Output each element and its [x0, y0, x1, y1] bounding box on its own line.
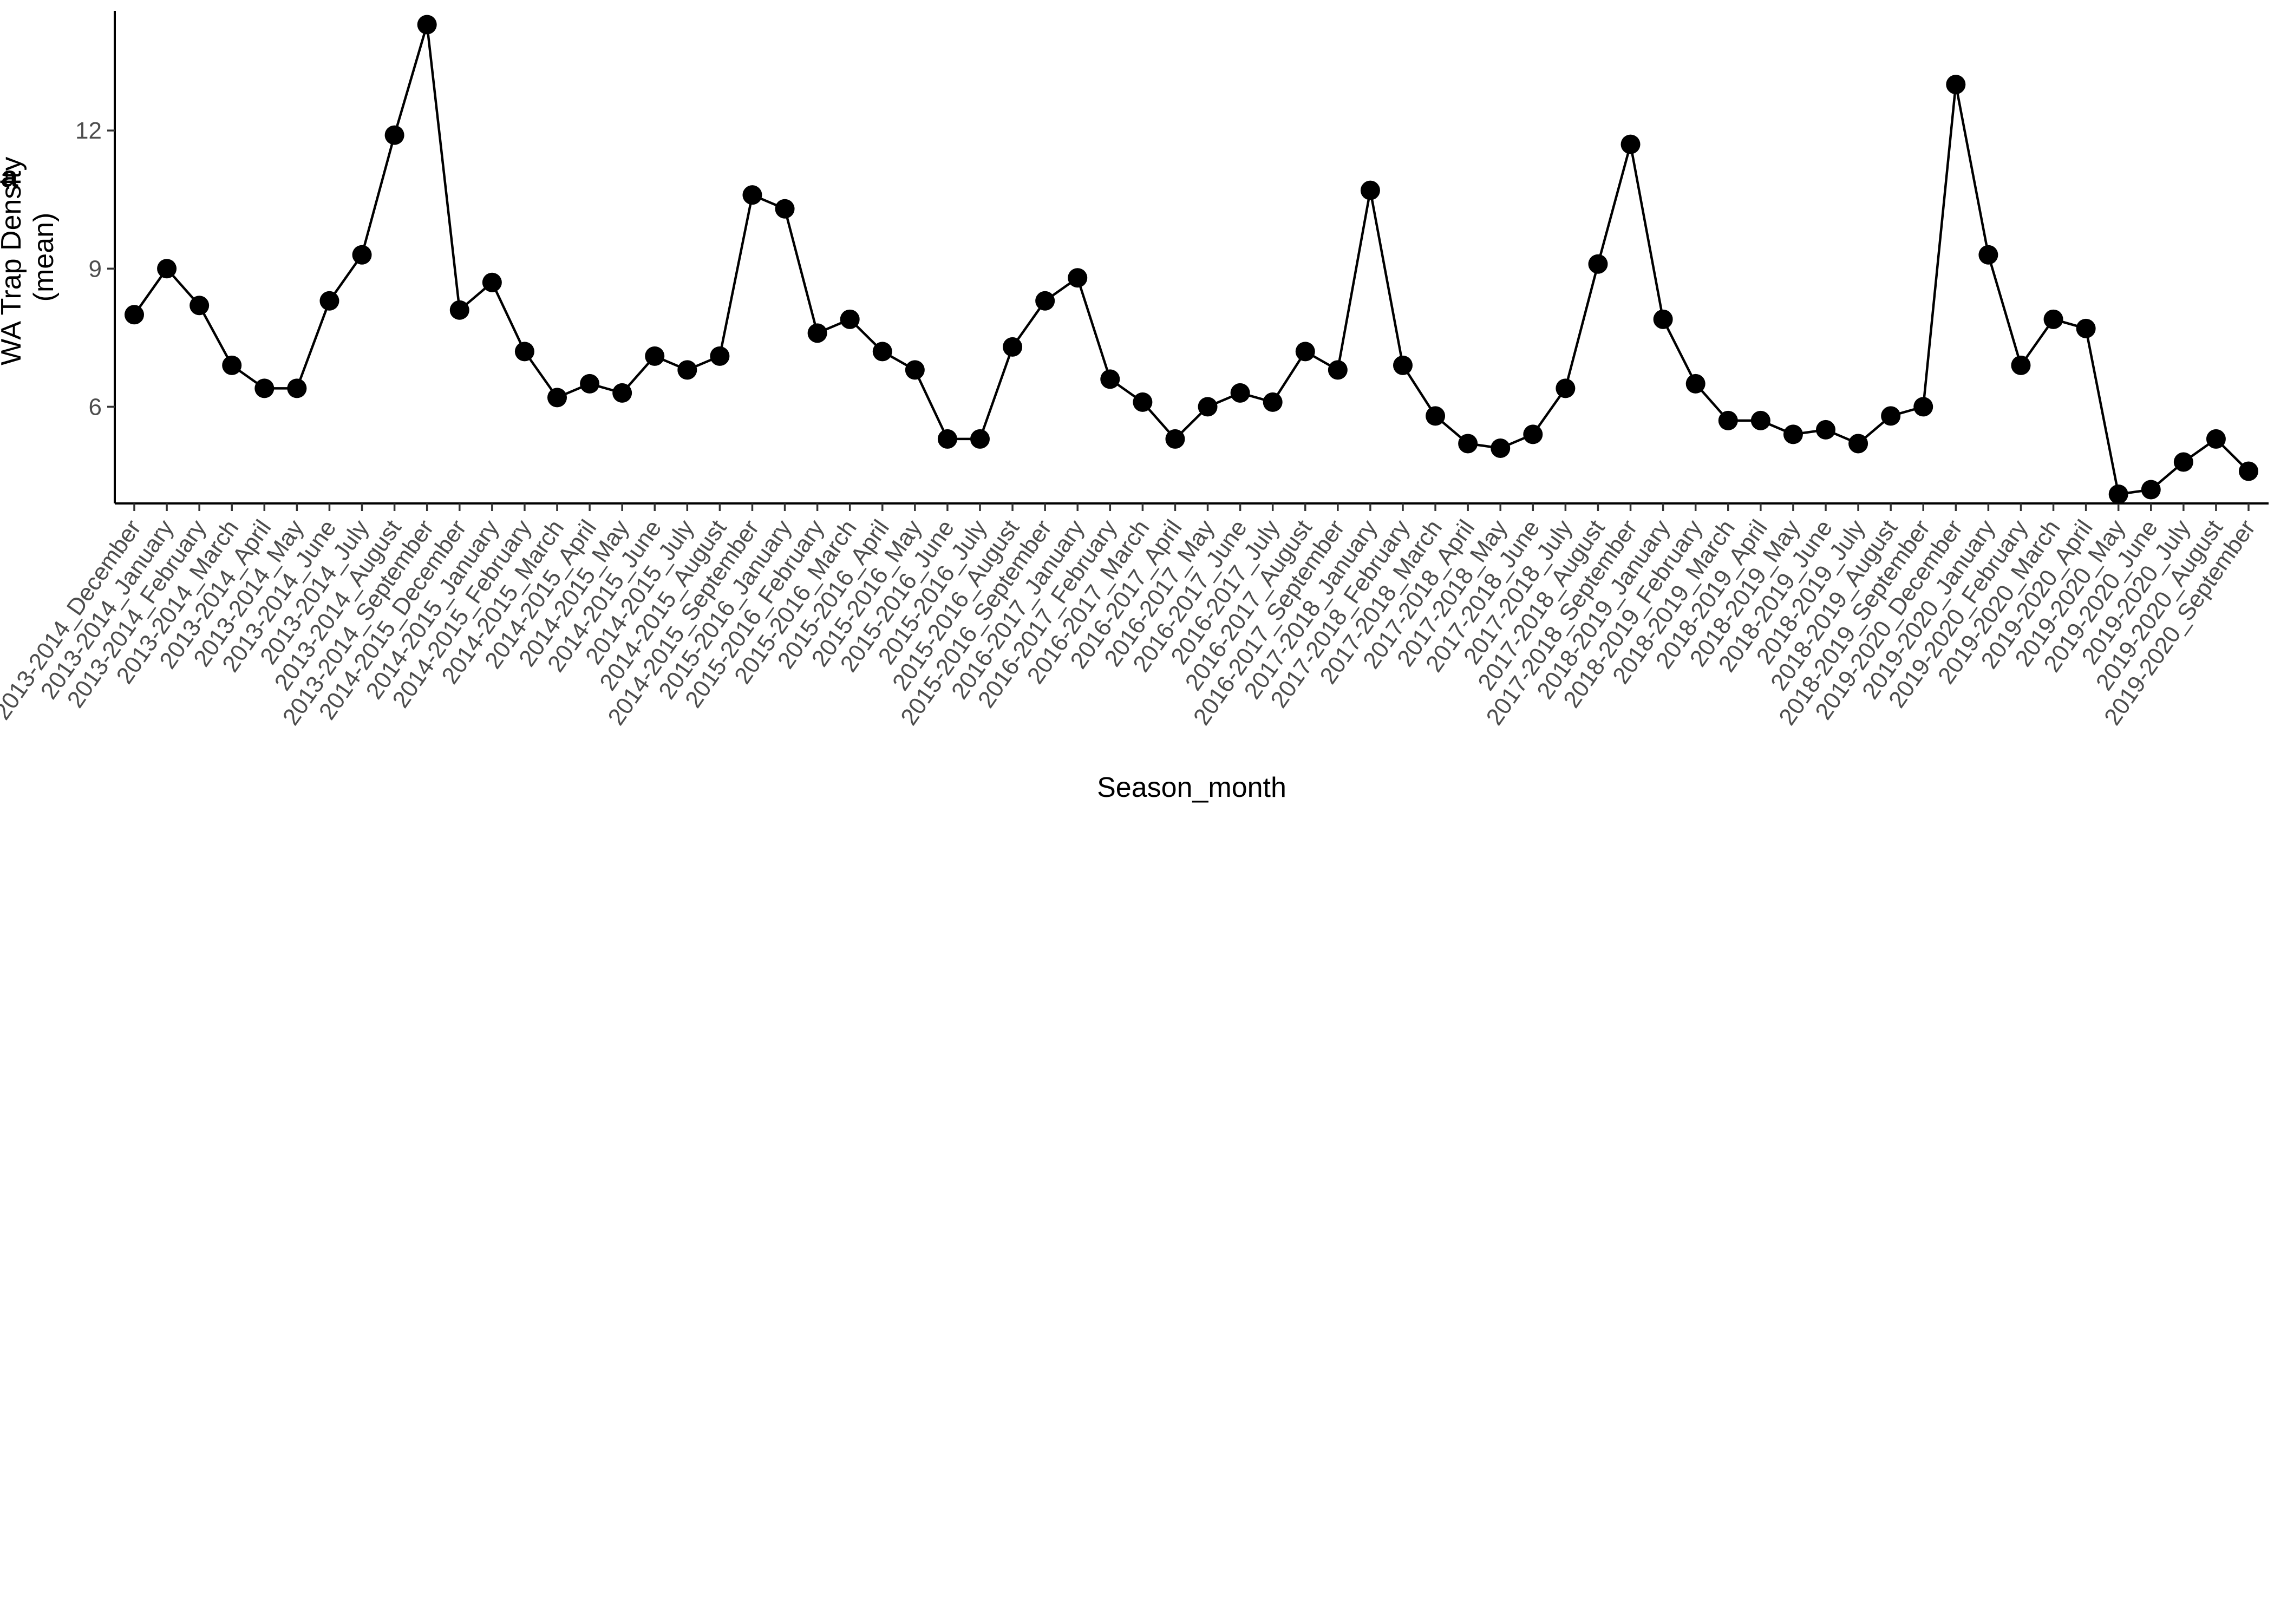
- data-point: [287, 378, 307, 398]
- data-point: [1913, 397, 1933, 417]
- data-point: [905, 360, 925, 380]
- data-point: [2011, 355, 2031, 375]
- data-point: [872, 342, 892, 362]
- data-point: [1458, 434, 1478, 454]
- y-tick-label: 9: [89, 256, 102, 282]
- data-point: [1750, 410, 1770, 430]
- series-line: [133, 24, 2250, 496]
- data-point: [1230, 383, 1250, 403]
- data-point: [1588, 254, 1608, 274]
- data-point: [352, 245, 372, 265]
- data-point: [190, 296, 210, 316]
- y-axis: 6 9 12: [75, 11, 116, 503]
- data-point: [1881, 406, 1901, 426]
- data-point: [645, 346, 665, 366]
- data-point: [2076, 318, 2096, 338]
- y-tick-label: 12: [75, 117, 102, 144]
- data-point: [1491, 438, 1511, 458]
- data-point: [1393, 355, 1413, 375]
- y-axis-title-line-1: WA Trap Density: [0, 157, 27, 365]
- data-point: [840, 309, 860, 329]
- series-wa-trap-density: [125, 15, 2258, 504]
- data-point: [547, 388, 567, 408]
- data-point: [1946, 75, 1966, 95]
- x-axis-title: Season_month: [1097, 772, 1286, 803]
- data-point: [1426, 406, 1446, 426]
- data-point: [1620, 134, 1641, 154]
- data-point: [1718, 410, 1738, 430]
- data-point: [1295, 342, 1315, 362]
- data-point: [1978, 245, 1998, 265]
- data-point: [417, 15, 437, 35]
- data-point: [157, 259, 177, 279]
- data-point: [1165, 429, 1185, 449]
- data-point: [710, 346, 730, 366]
- data-point: [1035, 291, 1055, 311]
- data-point: [1263, 392, 1283, 412]
- data-point: [1360, 180, 1380, 200]
- panel-label: a: [1, 159, 18, 193]
- data-point: [482, 272, 502, 292]
- data-point: [2206, 429, 2226, 449]
- data-point: [1523, 424, 1543, 444]
- data-point: [1653, 309, 1673, 329]
- data-point: [1133, 392, 1153, 412]
- data-point: [775, 199, 795, 219]
- y-axis-title-line-2: (mean): [28, 213, 60, 302]
- data-point: [1685, 374, 1706, 394]
- y-axis-title: WA Trap Density (mean): [0, 149, 60, 365]
- data-point: [2239, 461, 2258, 481]
- data-point: [1556, 378, 1576, 398]
- data-point: [2108, 484, 2128, 504]
- data-point: [222, 355, 242, 375]
- data-point: [2173, 452, 2193, 472]
- y-tick-label: 6: [89, 394, 102, 420]
- data-point: [449, 300, 469, 320]
- data-point: [937, 429, 957, 449]
- x-axis: 2013-2014_December2013-2014_January2013-…: [0, 502, 2269, 730]
- data-point: [1328, 360, 1348, 380]
- data-point: [677, 360, 697, 380]
- data-point: [1783, 424, 1803, 444]
- data-point: [580, 374, 600, 394]
- data-point: [970, 429, 990, 449]
- data-point: [384, 125, 404, 145]
- data-point: [1068, 268, 1088, 288]
- data-point: [2141, 480, 2161, 500]
- data-point: [514, 342, 534, 362]
- data-point: [1198, 397, 1218, 417]
- data-point: [807, 323, 827, 343]
- data-point: [1100, 369, 1120, 389]
- data-point: [1816, 420, 1835, 440]
- data-point: [742, 185, 762, 205]
- data-point: [612, 383, 632, 403]
- data-point: [1003, 337, 1023, 357]
- data-point: [319, 291, 339, 311]
- data-point: [2043, 309, 2063, 329]
- data-point: [1848, 434, 1868, 454]
- data-point: [125, 305, 144, 325]
- data-point: [254, 378, 275, 398]
